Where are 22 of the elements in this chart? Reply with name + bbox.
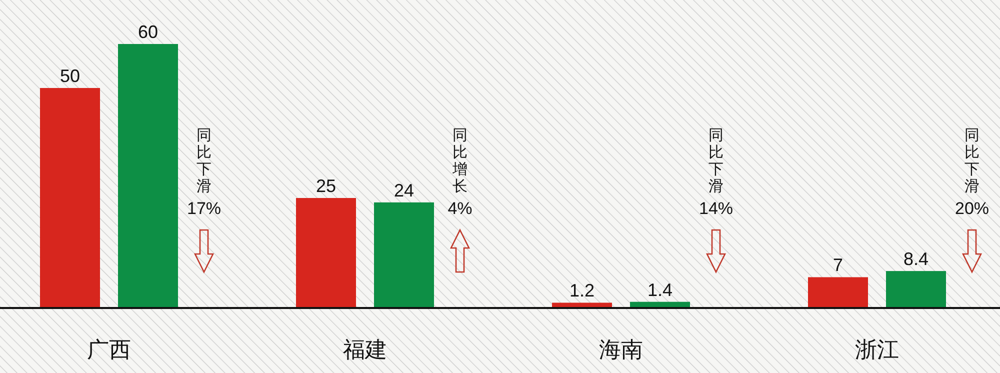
data-label: 50 [60, 66, 80, 86]
annotation: 同比增长 4% [448, 126, 472, 218]
data-label: 25 [316, 176, 336, 196]
annotation: 同比下滑 20% [954, 126, 990, 218]
data-label: 1.4 [647, 280, 673, 300]
bar [374, 202, 434, 308]
annotation: 同比下滑 17% [186, 126, 222, 218]
x-tick-label: 浙江 [855, 338, 899, 363]
x-tick-label: 广西 [87, 338, 131, 363]
data-label: 60 [138, 22, 158, 42]
annotation: 同比下滑 14% [698, 126, 734, 218]
bar [40, 88, 100, 308]
data-label: 24 [394, 180, 414, 200]
bar [886, 271, 946, 308]
bar [296, 198, 356, 308]
x-tick-label: 福建 [343, 338, 387, 363]
data-label: 7 [832, 255, 844, 276]
data-label: 8.4 [903, 249, 929, 270]
bar [808, 277, 868, 308]
data-label: 1.2 [569, 280, 595, 301]
bar [118, 44, 178, 308]
x-tick-label: 海南 [599, 338, 643, 363]
